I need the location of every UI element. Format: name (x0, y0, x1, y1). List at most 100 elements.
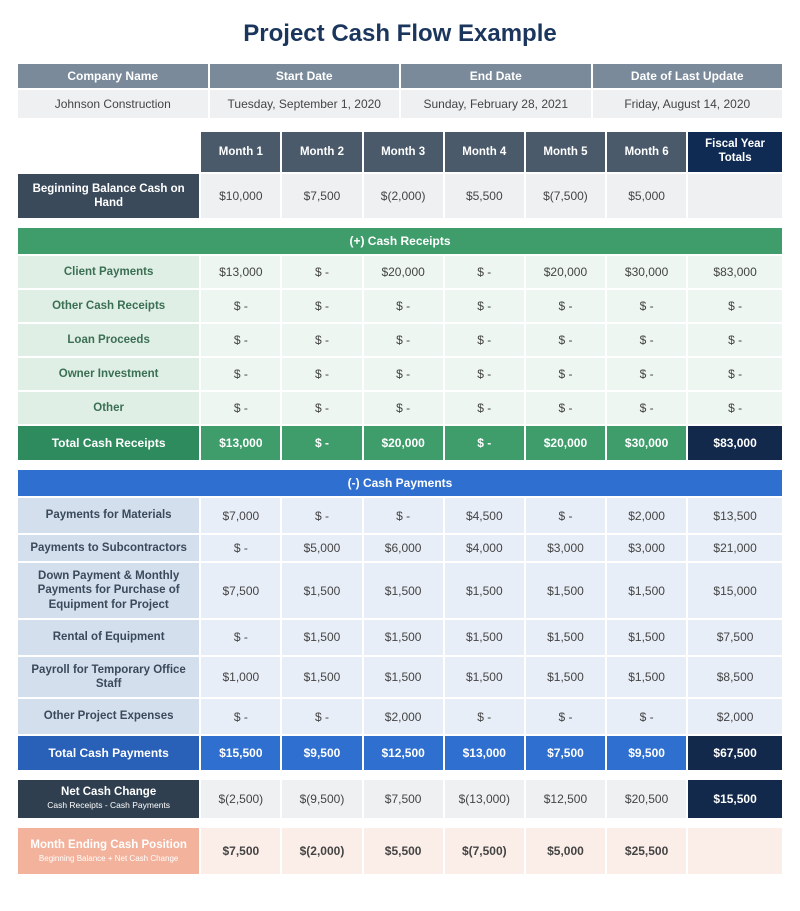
cell: $15,500 (201, 736, 280, 770)
table-row: Client Payments $13,000 $ - $20,000 $ - … (18, 256, 782, 288)
cell: $1,500 (364, 657, 443, 698)
cell: $1,500 (607, 620, 686, 654)
cell: $ - (282, 426, 361, 460)
cell: $ - (445, 290, 524, 322)
ending-label-main: Month Ending Cash Position (30, 839, 187, 851)
cell: $ - (282, 392, 361, 424)
cell: $(2,000) (282, 828, 361, 874)
cell: $ - (526, 358, 605, 390)
receipts-section: (+) Cash Receipts (18, 228, 782, 254)
table-row: Loan Proceeds $ - $ - $ - $ - $ - $ - $ … (18, 324, 782, 356)
cell: $20,000 (526, 426, 605, 460)
cell: $25,500 (607, 828, 686, 874)
cell: $ - (201, 620, 280, 654)
cell: $ - (201, 392, 280, 424)
page-title: Project Cash Flow Example (16, 20, 784, 48)
cell: $ - (364, 498, 443, 532)
row-total: $21,000 (688, 535, 782, 561)
table-row: Payments to Subcontractors $ - $5,000 $6… (18, 535, 782, 561)
row-label: Month Ending Cash Position Beginning Bal… (18, 828, 199, 874)
cell: $ - (445, 699, 524, 733)
cell: $ - (445, 392, 524, 424)
cell: $ - (201, 358, 280, 390)
table-row: Owner Investment $ - $ - $ - $ - $ - $ -… (18, 358, 782, 390)
row-total: $83,000 (688, 256, 782, 288)
cell: $30,000 (607, 426, 686, 460)
row-label: Down Payment & Monthly Payments for Purc… (18, 563, 199, 618)
cell: $4,000 (445, 535, 524, 561)
info-value: Tuesday, September 1, 2020 (210, 90, 400, 118)
row-label: Payroll for Temporary Office Staff (18, 657, 199, 698)
cell: $ - (364, 358, 443, 390)
month-header: Month 2 (282, 132, 361, 172)
beginning-cell: $10,000 (201, 174, 280, 219)
cell: $30,000 (607, 256, 686, 288)
fy-header: Fiscal Year Totals (688, 132, 782, 172)
row-label: Payments to Subcontractors (18, 535, 199, 561)
cell: $1,500 (364, 563, 443, 618)
cell: $9,500 (607, 736, 686, 770)
cell: $1,500 (282, 657, 361, 698)
cell: $ - (445, 426, 524, 460)
cell: $ - (526, 290, 605, 322)
row-total: $13,500 (688, 498, 782, 532)
cell: $ - (607, 358, 686, 390)
cell: $(13,000) (445, 780, 524, 818)
table-row: Rental of Equipment $ - $1,500 $1,500 $1… (18, 620, 782, 654)
cell: $13,000 (201, 256, 280, 288)
cell: $4,500 (445, 498, 524, 532)
cell: $1,500 (364, 620, 443, 654)
cell: $13,000 (201, 426, 280, 460)
cell: $ - (282, 358, 361, 390)
cell: $20,500 (607, 780, 686, 818)
table-row: Payroll for Temporary Office Staff $1,00… (18, 657, 782, 698)
cell: $9,500 (282, 736, 361, 770)
ending-label-sub: Beginning Balance + Net Cash Change (24, 854, 193, 863)
info-value: Johnson Construction (18, 90, 208, 118)
cashflow-grid: Month 1 Month 2 Month 3 Month 4 Month 5 … (16, 130, 784, 876)
info-header: Date of Last Update (593, 64, 783, 88)
row-total: $ - (688, 392, 782, 424)
info-value: Friday, August 14, 2020 (593, 90, 783, 118)
cell: $20,000 (364, 256, 443, 288)
cell: $3,000 (526, 535, 605, 561)
cell: $ - (607, 699, 686, 733)
cell: $ - (282, 256, 361, 288)
cell: $ - (201, 535, 280, 561)
cell: $ - (526, 498, 605, 532)
row-label: Other (18, 392, 199, 424)
cell: $ - (282, 498, 361, 532)
payments-total-row: Total Cash Payments $15,500 $9,500 $12,5… (18, 736, 782, 770)
cell: $ - (282, 324, 361, 356)
cell: $1,500 (526, 563, 605, 618)
cell: $2,000 (607, 498, 686, 532)
cell: $12,500 (364, 736, 443, 770)
beginning-cell: $(7,500) (526, 174, 605, 219)
row-label: Loan Proceeds (18, 324, 199, 356)
month-header: Month 1 (201, 132, 280, 172)
cell: $1,500 (526, 657, 605, 698)
cell: $ - (282, 290, 361, 322)
cell: $7,500 (201, 563, 280, 618)
row-total: $15,000 (688, 563, 782, 618)
cell: $12,500 (526, 780, 605, 818)
row-total: $8,500 (688, 657, 782, 698)
beginning-cell: $(2,000) (364, 174, 443, 219)
row-label: Owner Investment (18, 358, 199, 390)
cell: $5,000 (282, 535, 361, 561)
info-header: Start Date (210, 64, 400, 88)
cell: $ - (364, 392, 443, 424)
cell: $ - (526, 699, 605, 733)
row-total: $83,000 (688, 426, 782, 460)
cell: $(2,500) (201, 780, 280, 818)
cell: $13,000 (445, 736, 524, 770)
info-table: Company Name Start Date End Date Date of… (16, 62, 784, 120)
row-label: Net Cash Change Cash Receipts - Cash Pay… (18, 780, 199, 818)
info-header: End Date (401, 64, 591, 88)
cell: $3,000 (607, 535, 686, 561)
cell: $ - (445, 324, 524, 356)
info-header: Company Name (18, 64, 208, 88)
cell: $(9,500) (282, 780, 361, 818)
row-total: $7,500 (688, 620, 782, 654)
cell: $1,500 (445, 563, 524, 618)
